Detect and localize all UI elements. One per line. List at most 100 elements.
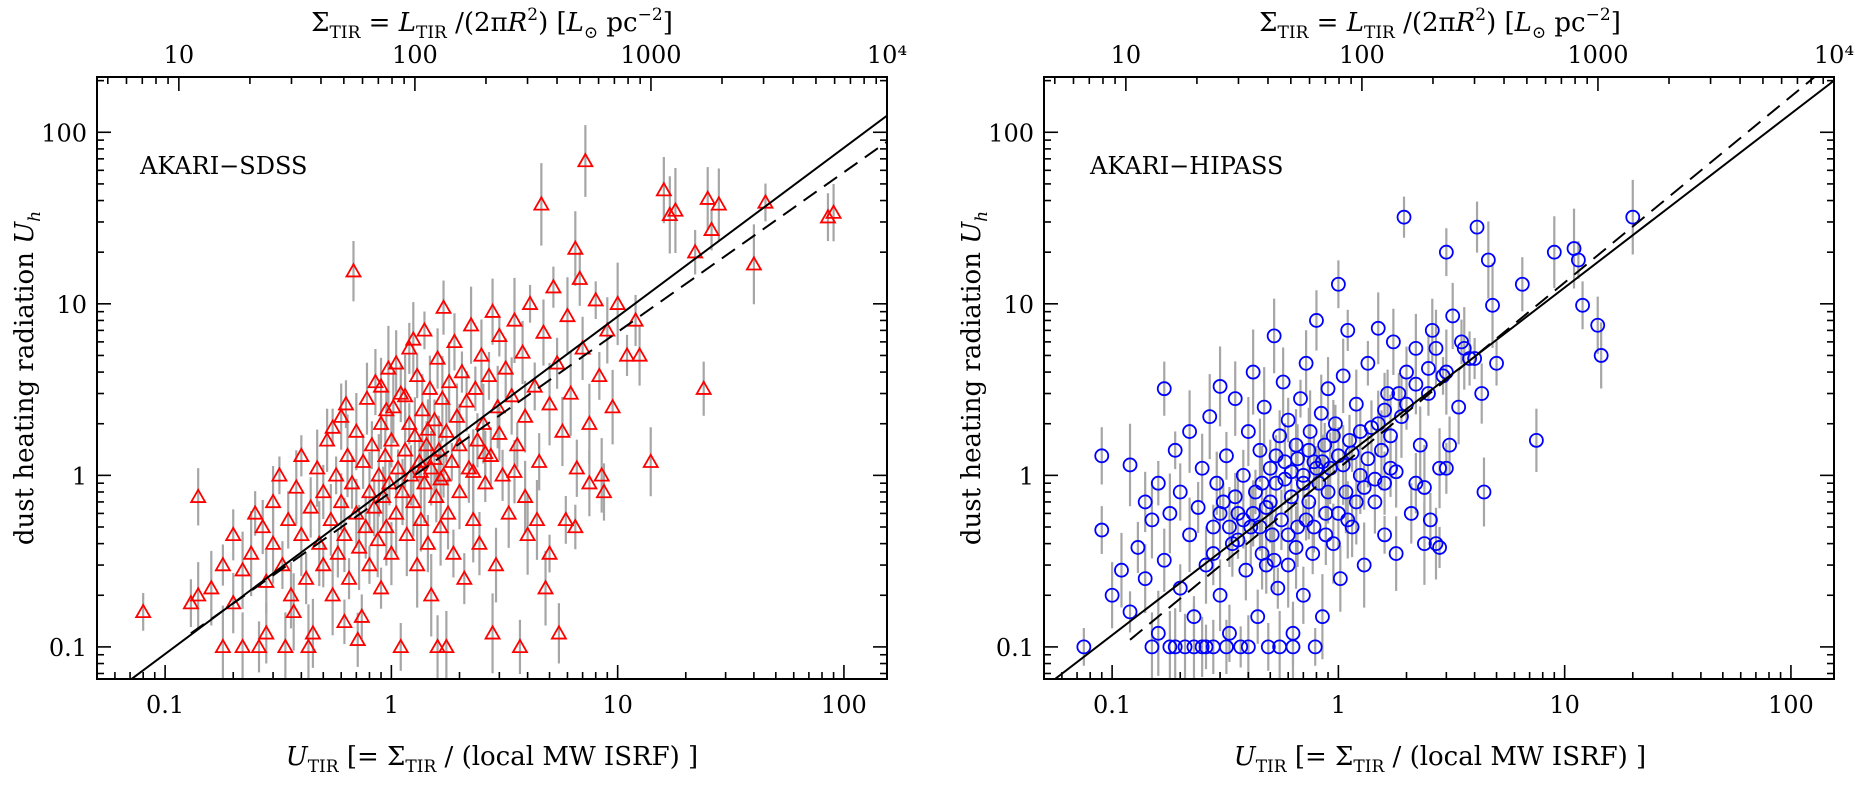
data-point xyxy=(282,586,300,602)
data-point xyxy=(1240,639,1256,655)
data-point xyxy=(1137,571,1153,587)
data-point xyxy=(1318,527,1334,543)
data-point xyxy=(1194,460,1210,476)
data-point xyxy=(1301,442,1317,458)
data-point xyxy=(1380,386,1395,401)
data-point xyxy=(1094,448,1110,464)
data-point xyxy=(445,333,464,349)
data-point xyxy=(464,511,482,527)
data-point xyxy=(276,638,294,654)
data-point xyxy=(1575,297,1590,313)
data-point xyxy=(590,367,608,383)
data-point xyxy=(448,407,466,423)
data-point xyxy=(1438,460,1454,476)
data-point xyxy=(1377,402,1392,418)
data-point xyxy=(695,379,713,395)
data-point xyxy=(1625,209,1641,225)
data-point xyxy=(363,436,381,452)
data-point xyxy=(1306,519,1322,535)
data-point xyxy=(574,339,592,355)
data-point xyxy=(1258,557,1274,573)
data-point xyxy=(550,624,568,640)
data-point xyxy=(699,189,717,205)
data-point xyxy=(508,436,526,452)
data-point xyxy=(387,354,405,370)
data-point xyxy=(1222,519,1237,535)
data-point xyxy=(1330,276,1346,292)
data-point xyxy=(404,493,422,509)
data-point xyxy=(322,511,340,527)
data-point xyxy=(302,498,320,514)
data-point xyxy=(466,379,484,395)
data-point xyxy=(1445,308,1461,324)
fit-line-solid xyxy=(1053,79,1834,679)
data-point xyxy=(1315,609,1330,625)
data-point xyxy=(1422,512,1438,528)
x-tick-label: 1 xyxy=(384,691,399,719)
data-point xyxy=(1230,532,1246,548)
data-point xyxy=(1186,639,1202,655)
data-point xyxy=(406,427,424,442)
y-tick-label: 1 xyxy=(1019,462,1034,490)
data-point xyxy=(1150,625,1166,641)
data-point xyxy=(530,452,548,468)
data-point xyxy=(1344,445,1360,461)
top-tick-label: 1000 xyxy=(620,41,681,69)
data-point xyxy=(1377,527,1392,543)
data-point xyxy=(408,367,426,383)
data-point xyxy=(1284,489,1299,505)
data-point xyxy=(1417,480,1432,495)
data-point xyxy=(1280,412,1296,428)
data-point xyxy=(587,291,605,307)
data-point xyxy=(1272,428,1288,444)
data-point xyxy=(1162,506,1178,521)
data-point xyxy=(285,603,303,619)
data-point xyxy=(503,387,521,403)
data-point xyxy=(489,398,507,414)
x-tick-label: 10 xyxy=(602,691,633,719)
data-point xyxy=(1137,494,1153,510)
fit-line-dashed xyxy=(1129,77,1817,641)
data-point xyxy=(214,638,232,654)
top-tick-label: 10 xyxy=(1111,41,1142,69)
data-point xyxy=(393,483,412,499)
data-point xyxy=(327,466,345,482)
data-point xyxy=(1360,451,1376,467)
data-point xyxy=(343,474,361,490)
y-tick-label: 10 xyxy=(1003,291,1034,319)
data-point xyxy=(1198,639,1214,655)
data-point xyxy=(476,444,494,460)
x-axis-title: UTIR [= ΣTIR / (local MW ISRF) ] xyxy=(1234,742,1646,777)
data-point xyxy=(540,395,559,411)
top-tick-label: 10⁴ xyxy=(867,41,907,69)
data-point xyxy=(1280,557,1296,573)
data-point xyxy=(1546,244,1562,260)
data-point xyxy=(366,373,384,389)
fit-lines xyxy=(1053,77,1834,679)
data-point xyxy=(440,373,458,389)
data-point xyxy=(1144,639,1160,655)
fit-line-solid xyxy=(129,114,887,679)
data-point xyxy=(379,359,397,375)
data-point xyxy=(1485,297,1500,313)
data-point xyxy=(270,466,288,482)
top-tick-label: 10 xyxy=(164,41,195,69)
data-point xyxy=(1266,328,1282,344)
panel-left: 0.1 1 10 100 0.1 1 10 100 10 100 1000 10⁴ AKARI−SDS… xyxy=(10,5,907,777)
data-point xyxy=(287,478,305,494)
data-point xyxy=(1298,355,1314,371)
data-point xyxy=(433,389,451,405)
data-point xyxy=(1268,448,1284,464)
data-point xyxy=(189,487,207,503)
data-point xyxy=(484,302,502,318)
data-point xyxy=(562,384,580,400)
data-point xyxy=(1285,639,1301,655)
data-point xyxy=(536,579,555,595)
data-point xyxy=(1421,361,1436,376)
y-axis-title: dust heating radiation Uh xyxy=(10,211,45,545)
data-point xyxy=(516,407,534,423)
data-point xyxy=(360,556,379,572)
data-point xyxy=(308,459,326,475)
data-point xyxy=(595,483,613,499)
data-point xyxy=(335,613,353,628)
